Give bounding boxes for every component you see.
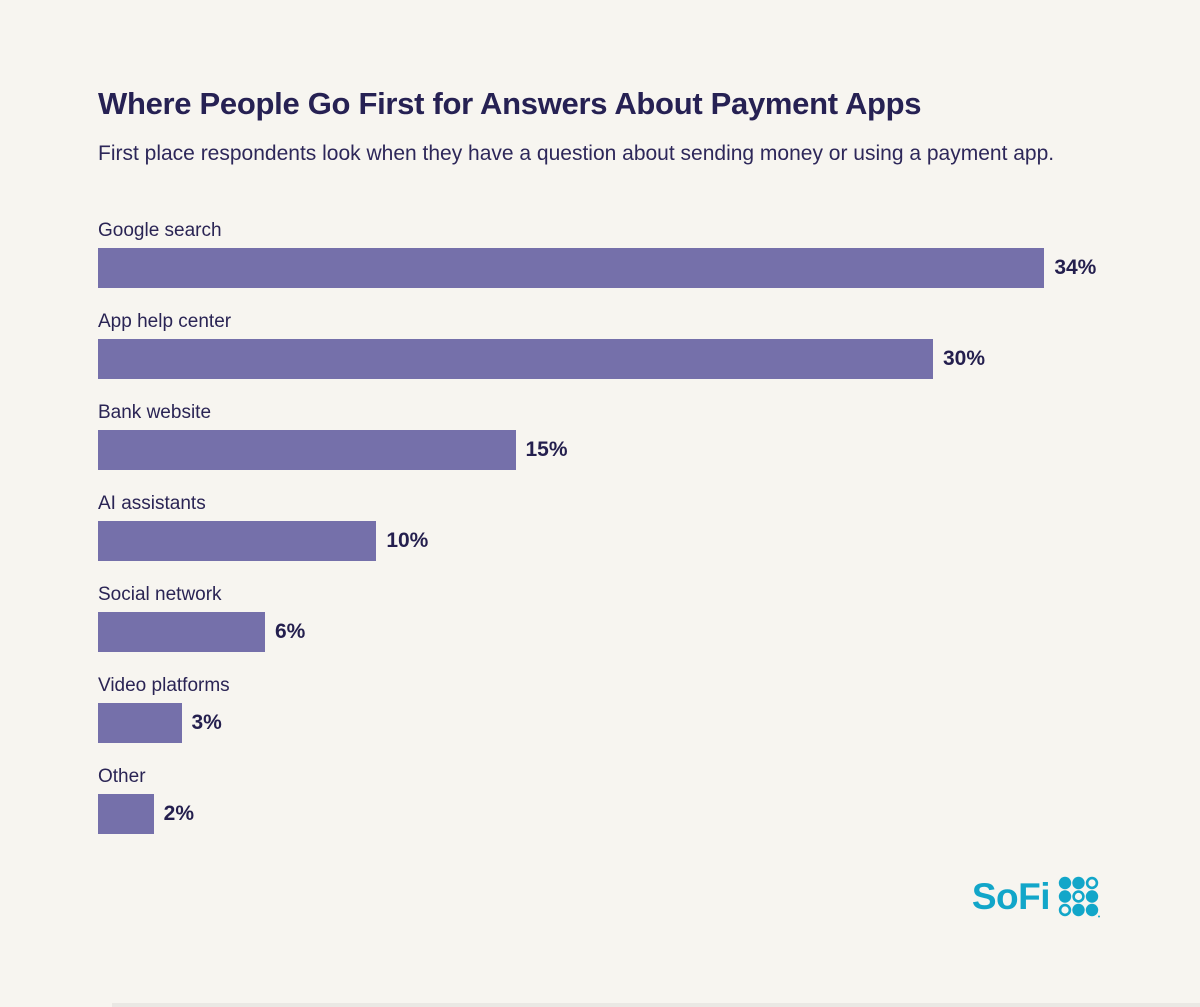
bar	[98, 703, 182, 743]
bar-value-label: 2%	[163, 802, 195, 825]
bar-value-label: 30%	[943, 347, 986, 370]
bar	[98, 430, 516, 470]
bar	[98, 521, 377, 561]
bar-group: Social network 6%	[98, 583, 1100, 652]
bar-category-label: Bank website	[98, 402, 212, 423]
bar-category-label: Video platforms	[98, 675, 230, 696]
bar	[98, 794, 154, 834]
bar	[98, 248, 1045, 288]
bar-category-label: Social network	[98, 584, 222, 605]
bar-value-label: 15%	[525, 438, 568, 461]
chart-title: Where People Go First for Answers About …	[98, 86, 922, 121]
bar-group: App help center 30%	[98, 310, 1100, 379]
bar-value-label: 6%	[275, 620, 306, 643]
bar-group: AI assistants 10%	[98, 492, 1100, 561]
bar-category-label: AI assistants	[98, 493, 206, 514]
bar-group: Other 2%	[98, 765, 1100, 834]
bar-group: Bank website 15%	[98, 401, 1100, 470]
sofi-logo-text: SoFi	[971, 876, 1051, 917]
bar	[98, 612, 265, 652]
bar	[98, 339, 933, 379]
chart-subtitle: First place respondents look when they h…	[98, 142, 1055, 165]
bar-value-label: 3%	[191, 711, 222, 734]
bar-chart: Google search 34% App help center 30% Bank w…	[98, 219, 1100, 834]
bar-category-label: Other	[98, 766, 146, 787]
branding-row: SoFi	[98, 876, 1100, 918]
sofi-dots-icon	[1058, 876, 1100, 918]
bar-value-label: 34%	[1054, 256, 1097, 279]
bar-category-label: Google search	[98, 220, 222, 241]
bottom-edge-strip	[112, 1003, 1200, 1007]
bar-group: Google search 34%	[98, 219, 1100, 288]
bar-group: Video platforms 3%	[98, 674, 1100, 743]
bar-category-label: App help center	[98, 311, 232, 332]
bar-value-label: 10%	[386, 529, 429, 552]
